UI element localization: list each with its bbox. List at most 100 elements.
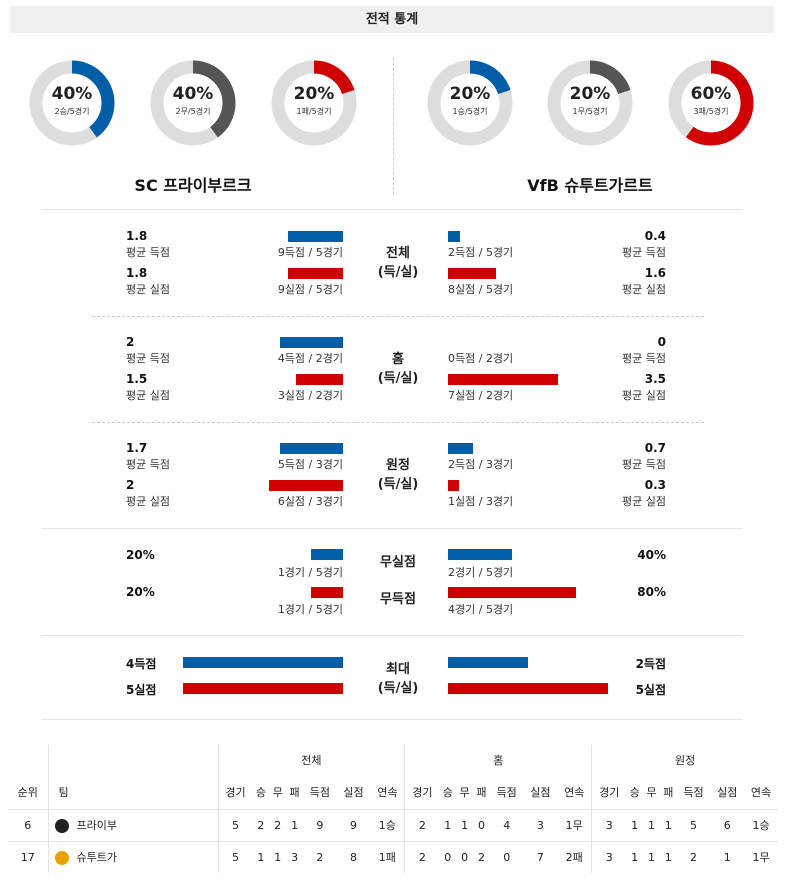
home-cell: 2패 <box>565 851 583 865</box>
col-home-2: 무 <box>459 785 470 799</box>
total-cell: 9 <box>316 818 324 832</box>
away-stat-caption: 8실점 / 5경기 <box>448 283 514 296</box>
away-no-score-bar <box>448 587 576 598</box>
away-stat-value: 0 <box>657 335 666 349</box>
home-clean-sheet-bar <box>311 549 343 560</box>
home-clean-sheet-caption: 1경기 / 5경기 <box>277 566 343 579</box>
home-stat-label: 평균 실점 <box>126 389 170 402</box>
standings-table: 전체 홈 원정 순위 팀 경기 승 무 패 득점 실점 연속 경기 승 무 패 득점 실점 연속 경기 승 무 패… <box>8 745 778 873</box>
total-cell: 5 <box>217 841 253 873</box>
home-cell: 2 <box>404 841 440 873</box>
max-title-line1: 최대 <box>386 662 410 677</box>
away-draw-donut: 20% 1무/5경기 <box>545 58 635 148</box>
no-score-label: 무득점 <box>380 592 416 607</box>
away-stat-caption: 7실점 / 2경기 <box>448 389 514 402</box>
home-cell: 2 <box>477 850 485 864</box>
donut-caption: 3패/5경기 <box>693 107 729 116</box>
away-stat-label: 평균 실점 <box>622 495 666 508</box>
divider <box>92 316 704 317</box>
home-stat-bar <box>296 374 343 385</box>
section-title-line1: 원정 <box>386 458 410 473</box>
home-cell: 1 <box>444 818 452 832</box>
home-stat-caption: 9실점 / 5경기 <box>277 283 343 296</box>
total-cell: 1 <box>291 818 299 832</box>
home-loss-donut: 20% 1패/5경기 <box>269 58 359 148</box>
section-title-line2: (득/실) <box>377 371 419 386</box>
total-cell: 2 <box>257 818 265 832</box>
total-cell: 1패 <box>378 851 396 865</box>
away-stat-label: 평균 실점 <box>622 283 666 296</box>
away-cell: 2 <box>690 850 698 864</box>
team-cell[interactable]: 프라이부 <box>47 809 218 841</box>
away-clean-sheet-value: 40% <box>637 548 666 562</box>
home-max-conceded: 5실점 <box>126 683 157 697</box>
donut-arc <box>547 60 633 146</box>
donut-arc <box>271 60 357 146</box>
away-cell: 3 <box>591 841 627 873</box>
donut-chart <box>150 60 236 146</box>
divider <box>42 719 742 720</box>
donut-percent: 40% <box>172 84 214 104</box>
col-home-6: 연속 <box>564 785 585 799</box>
away-no-score-value: 80% <box>637 585 666 599</box>
away-max-conceded: 5실점 <box>635 683 666 697</box>
away-clean-sheet-caption: 2경기 / 5경기 <box>448 566 514 579</box>
away-stat-bar <box>448 443 473 454</box>
donut-percent: 60% <box>690 84 732 104</box>
col-home-3: 패 <box>476 785 487 799</box>
total-cell: 3 <box>291 850 299 864</box>
home-stat-bar <box>280 443 343 454</box>
col-total-5: 실점 <box>343 785 364 799</box>
away-stat-label: 평균 실점 <box>622 389 666 402</box>
col-total-2: 무 <box>272 785 283 799</box>
total-cell: 1승 <box>378 819 396 832</box>
table-row[interactable]: 17 슈투트가 5 1 1 3 2 8 1패 2 0 0 2 0 7 2패 3 1 1 1 2 1 1무 <box>8 841 778 873</box>
section-header: 전적 통계 <box>10 6 774 33</box>
section-title: 홈 (득/실) <box>368 350 428 388</box>
donut-caption: 1무/5경기 <box>572 107 608 116</box>
team-crest-icon <box>54 819 69 833</box>
away-cell: 1무 <box>752 851 770 865</box>
table-row[interactable]: 6 프라이부 5 2 2 1 9 9 1승 2 1 1 0 4 3 1무 3 1 1 1 5 6 1승 <box>8 809 778 841</box>
away-cell: 1 <box>631 818 639 832</box>
team-cell[interactable]: 슈투트가 <box>47 841 218 873</box>
donut-arc <box>427 60 513 146</box>
rank-cell: 6 <box>24 818 32 832</box>
donut-caption: 2무/5경기 <box>175 107 211 116</box>
section-title: 원정 (득/실) <box>368 456 428 494</box>
away-stat-caption: 2득점 / 3경기 <box>448 458 514 471</box>
home-stat-value: 1.8 <box>126 229 148 243</box>
home-stat-caption: 4득점 / 2경기 <box>277 352 343 365</box>
away-max-scored-bar <box>448 657 528 668</box>
donut-percent: 20% <box>293 84 335 104</box>
total-cell: 2 <box>274 818 282 832</box>
col-total-0: 경기 <box>217 775 253 809</box>
home-stat-label: 평균 득점 <box>126 458 170 471</box>
away-max-scored: 2득점 <box>635 657 666 671</box>
donut-chart <box>29 60 115 146</box>
home-stat-value: 1.5 <box>126 372 148 386</box>
section-title-line2: (득/실) <box>377 477 419 492</box>
home-stat-caption: 9득점 / 5경기 <box>277 246 343 259</box>
home-stat-bar <box>280 337 343 348</box>
home-stat-value: 1.7 <box>126 441 148 455</box>
away-stat-caption: 0득점 / 2경기 <box>448 352 514 365</box>
donut-arc <box>668 60 754 146</box>
col-away-3: 패 <box>663 785 674 799</box>
donut-arc <box>29 60 115 146</box>
home-max-scored: 4득점 <box>126 657 157 671</box>
away-clean-sheet-bar <box>448 549 512 560</box>
home-stat-bar <box>288 231 343 242</box>
away-stat-value: 0.4 <box>644 229 666 243</box>
col-total-6: 연속 <box>377 785 398 799</box>
col-away-0: 경기 <box>591 775 627 809</box>
home-cell: 0 <box>444 850 452 864</box>
away-cell: 1 <box>647 818 655 832</box>
home-team-name: SC 프라이부르크 <box>134 176 252 195</box>
rank-cell: 17 <box>20 850 35 864</box>
group-header-home: 홈 <box>404 745 592 775</box>
away-stat-value: 0.3 <box>644 478 666 492</box>
home-stat-value: 1.8 <box>126 266 148 280</box>
home-stat-caption: 3실점 / 2경기 <box>277 389 343 402</box>
away-stat-bar <box>448 231 460 242</box>
